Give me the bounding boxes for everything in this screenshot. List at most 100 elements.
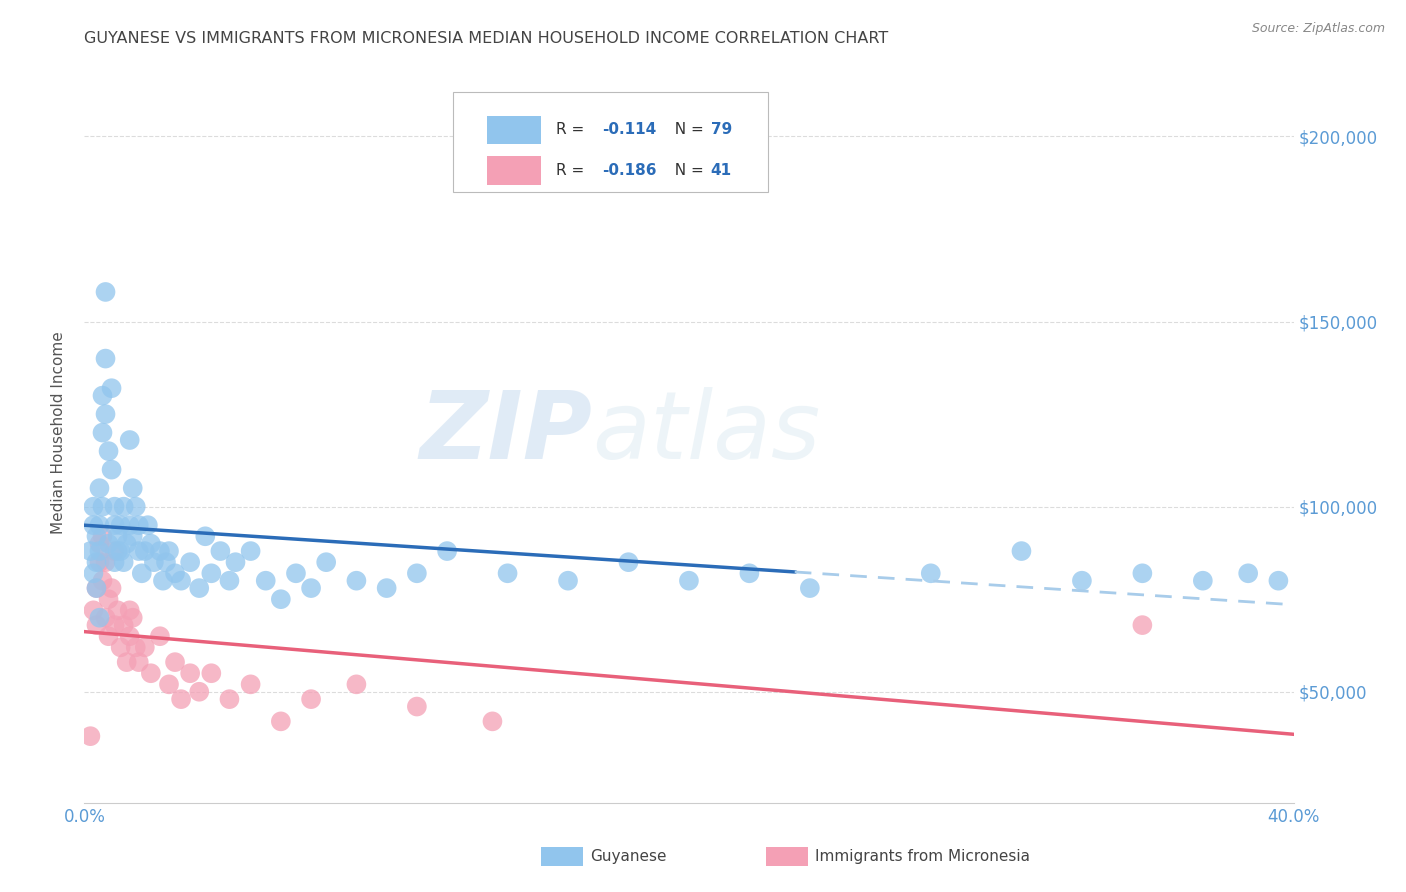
Point: [152, 574, 174, 588]
Point: [112, 618, 135, 632]
Point: [118, 629, 141, 643]
Point: [1130, 566, 1153, 581]
Point: [86, 581, 108, 595]
Point: [678, 574, 700, 588]
Point: [82, 566, 104, 581]
Point: [165, 566, 187, 581]
Point: [406, 566, 429, 581]
Point: [115, 536, 138, 550]
Point: [89, 544, 111, 558]
Point: [86, 555, 108, 569]
Point: [136, 518, 159, 533]
Point: [346, 677, 368, 691]
Point: [118, 603, 141, 617]
Point: [89, 611, 111, 625]
Point: [557, 574, 579, 588]
Point: [149, 544, 172, 558]
Point: [799, 581, 821, 595]
Point: [299, 581, 322, 595]
Point: [94, 611, 117, 625]
Point: [738, 566, 761, 581]
Point: [79, 544, 101, 558]
Point: [1130, 618, 1153, 632]
Point: [200, 566, 222, 581]
Point: [112, 500, 135, 514]
Point: [121, 611, 143, 625]
Point: [270, 592, 292, 607]
Point: [121, 529, 143, 543]
Point: [104, 500, 127, 514]
Point: [97, 592, 120, 607]
Text: Immigrants from Micronesia: Immigrants from Micronesia: [815, 849, 1031, 863]
Point: [270, 714, 292, 729]
Point: [79, 729, 101, 743]
Point: [110, 544, 132, 558]
Point: [91, 574, 114, 588]
Point: [920, 566, 942, 581]
Point: [375, 581, 398, 595]
Point: [179, 666, 201, 681]
Point: [107, 603, 129, 617]
Point: [1192, 574, 1215, 588]
Point: [94, 285, 117, 299]
Point: [179, 555, 201, 569]
Text: -0.186: -0.186: [602, 163, 657, 178]
Point: [86, 529, 108, 543]
Point: [617, 555, 640, 569]
Point: [1237, 566, 1260, 581]
Point: [91, 529, 114, 543]
Point: [107, 529, 129, 543]
Point: [104, 618, 127, 632]
Point: [346, 574, 368, 588]
Text: 41: 41: [710, 163, 733, 178]
Point: [110, 640, 132, 655]
Point: [209, 544, 232, 558]
Text: R =: R =: [555, 122, 589, 137]
Point: [142, 555, 165, 569]
Point: [125, 640, 148, 655]
Point: [155, 555, 177, 569]
Point: [82, 500, 104, 514]
Point: [134, 544, 156, 558]
Point: [131, 566, 153, 581]
Point: [239, 677, 262, 691]
Point: [128, 544, 150, 558]
Point: [406, 699, 429, 714]
Text: Source: ZipAtlas.com: Source: ZipAtlas.com: [1251, 22, 1385, 36]
Point: [285, 566, 308, 581]
Point: [104, 544, 127, 558]
Text: N =: N =: [665, 163, 709, 178]
FancyBboxPatch shape: [453, 92, 768, 192]
Point: [200, 666, 222, 681]
Point: [225, 555, 247, 569]
FancyBboxPatch shape: [486, 116, 541, 144]
Point: [170, 574, 193, 588]
Point: [97, 629, 120, 643]
Y-axis label: Median Household Income: Median Household Income: [51, 331, 66, 534]
Point: [97, 444, 120, 458]
Point: [239, 544, 262, 558]
Point: [1011, 544, 1033, 558]
Point: [125, 500, 148, 514]
Point: [100, 381, 122, 395]
Point: [1071, 574, 1094, 588]
Point: [86, 581, 108, 595]
Point: [104, 555, 127, 569]
Point: [194, 529, 217, 543]
Point: [118, 433, 141, 447]
Point: [82, 603, 104, 617]
Point: [170, 692, 193, 706]
Point: [218, 692, 240, 706]
Point: [299, 692, 322, 706]
Point: [165, 655, 187, 669]
Point: [100, 581, 122, 595]
Point: [107, 544, 129, 558]
Point: [118, 518, 141, 533]
Text: atlas: atlas: [592, 387, 821, 478]
Point: [139, 536, 162, 550]
Point: [218, 574, 240, 588]
Point: [188, 581, 211, 595]
Point: [94, 407, 117, 421]
Point: [97, 536, 120, 550]
Point: [139, 666, 162, 681]
